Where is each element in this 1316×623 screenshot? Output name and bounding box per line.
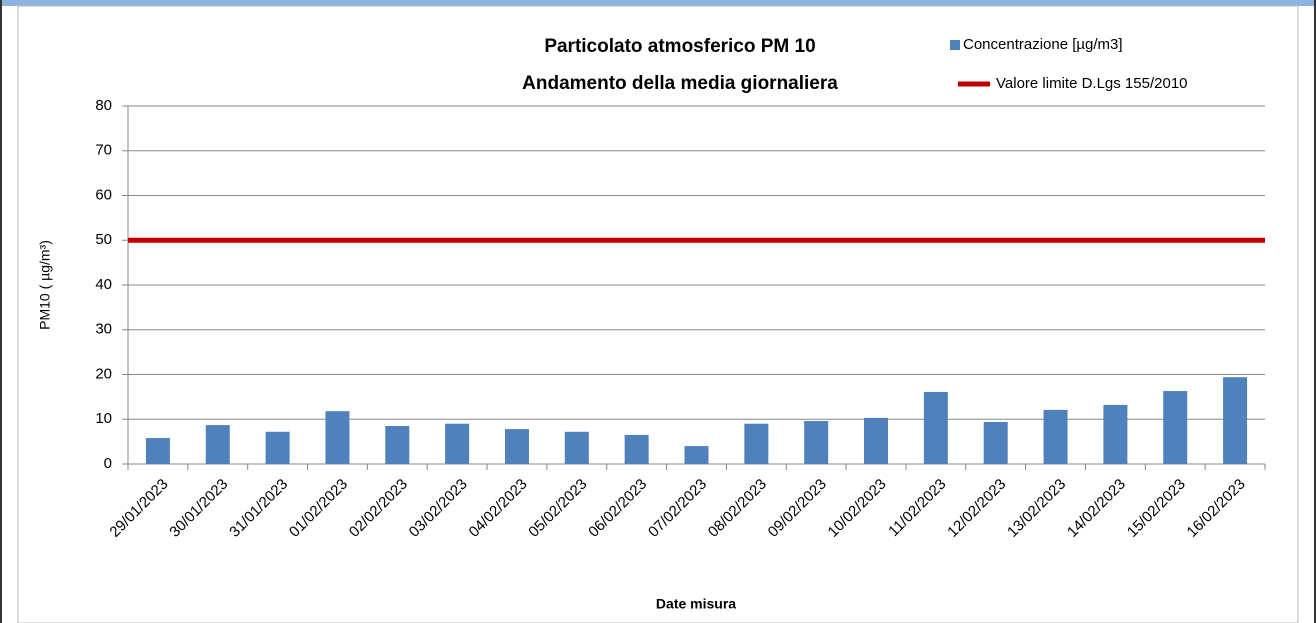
x-tick-label: 04/02/2023 xyxy=(465,476,530,541)
bar xyxy=(145,438,170,464)
legend-swatch xyxy=(950,40,960,50)
y-tick-label: 80 xyxy=(95,97,112,114)
bar xyxy=(983,421,1008,464)
x-tick-label: 01/02/2023 xyxy=(286,476,351,541)
y-tick-label: 70 xyxy=(95,142,112,159)
bar xyxy=(744,423,769,464)
legend-label: Concentrazione [µg/m3] xyxy=(963,36,1123,53)
chart-title: Particolato atmosferico PM 10 xyxy=(544,36,815,57)
bar xyxy=(864,417,889,464)
x-axis-label: Date misura xyxy=(656,596,736,612)
bar xyxy=(205,425,230,464)
x-tick-label: 05/02/2023 xyxy=(525,476,590,541)
x-tick-label: 12/02/2023 xyxy=(944,476,1009,541)
bar xyxy=(923,391,948,464)
y-tick-label: 60 xyxy=(95,186,112,203)
bar xyxy=(1163,391,1188,464)
bar xyxy=(1223,377,1248,464)
x-tick-label: 10/02/2023 xyxy=(825,476,890,541)
y-tick-label: 10 xyxy=(95,410,112,427)
x-tick-label: 29/01/2023 xyxy=(106,476,171,541)
bar xyxy=(624,434,649,464)
bar xyxy=(564,431,589,464)
x-tick-label: 31/01/2023 xyxy=(226,476,291,541)
bar xyxy=(385,425,410,464)
x-tick-label: 11/02/2023 xyxy=(885,476,949,540)
y-tick-label: 0 xyxy=(104,455,112,472)
chart-frame xyxy=(17,5,1299,623)
bar xyxy=(445,423,470,464)
x-tick-label: 02/02/2023 xyxy=(346,476,411,541)
x-tick-label: 30/01/2023 xyxy=(166,476,231,541)
y-tick-label: 20 xyxy=(95,365,112,382)
y-tick-label: 40 xyxy=(95,276,112,293)
x-tick-label: 16/02/2023 xyxy=(1184,476,1249,541)
bar xyxy=(1043,409,1068,464)
x-tick-label: 07/02/2023 xyxy=(645,476,710,541)
x-tick-label: 14/02/2023 xyxy=(1064,476,1129,541)
bar xyxy=(265,431,290,464)
x-tick-label: 03/02/2023 xyxy=(406,476,471,541)
y-tick-label: 30 xyxy=(95,321,112,338)
chart-subtitle: Andamento della media giornaliera xyxy=(522,73,838,94)
bar xyxy=(684,446,709,464)
header-strip xyxy=(0,0,1316,6)
x-tick-label: 09/02/2023 xyxy=(765,476,830,541)
x-tick-label: 15/02/2023 xyxy=(1124,476,1189,541)
bar xyxy=(325,411,350,464)
y-axis-label: PM10 ( µg/m³) xyxy=(37,240,53,330)
x-tick-label: 08/02/2023 xyxy=(705,476,770,541)
bar xyxy=(1103,404,1128,464)
x-tick-label: 13/02/2023 xyxy=(1004,476,1069,541)
x-tick-label: 06/02/2023 xyxy=(585,476,650,541)
bar xyxy=(504,429,529,464)
legend-label: Valore limite D.Lgs 155/2010 xyxy=(996,75,1188,92)
y-tick-label: 50 xyxy=(95,231,112,248)
bar xyxy=(804,421,829,464)
